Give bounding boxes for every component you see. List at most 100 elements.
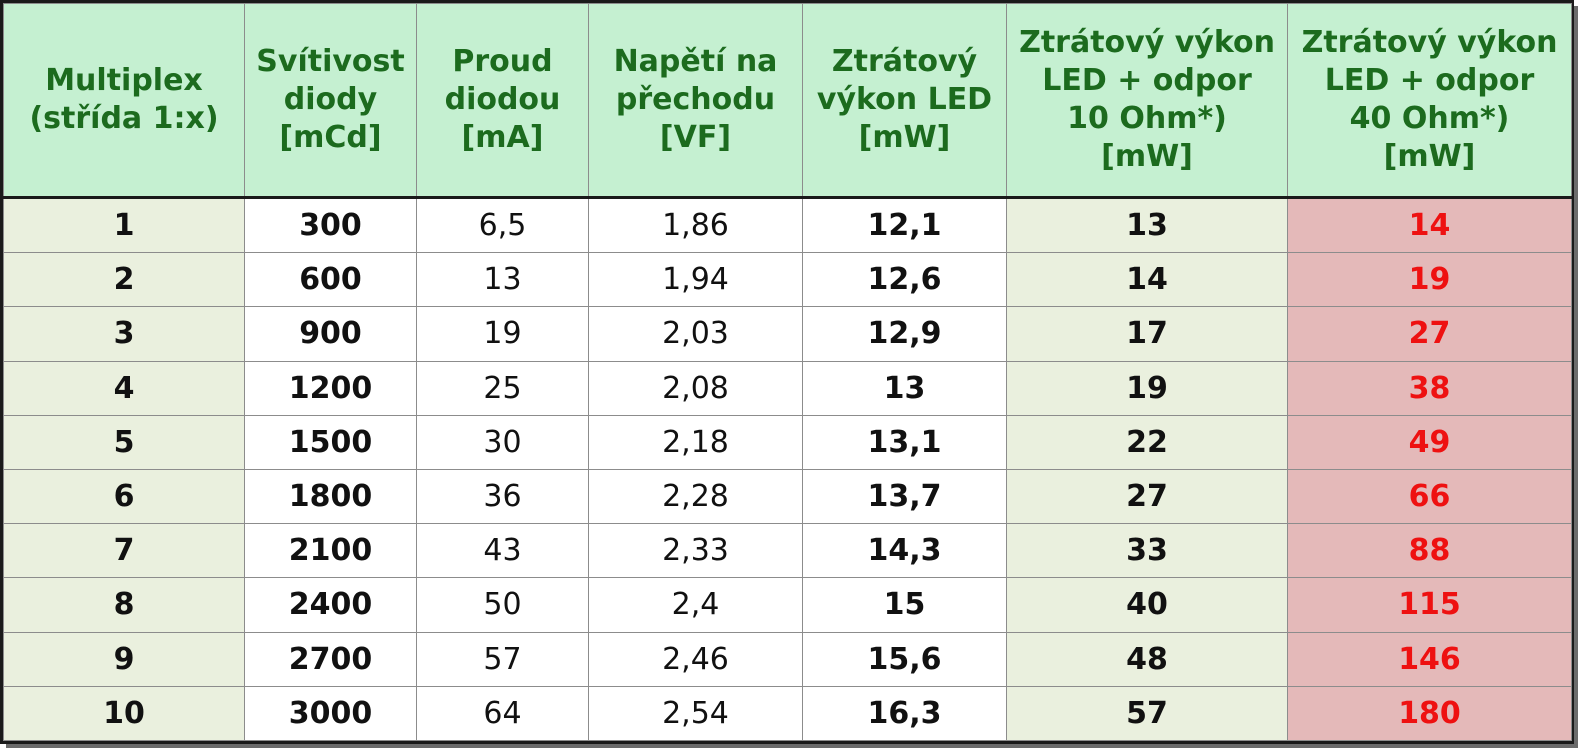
header-row: Multiplex (střída 1:x) Svítivost diody [… — [3, 3, 1572, 199]
table-row: 8 2400 50 2,4 15 40 115 — [3, 577, 1572, 633]
cell-led-power: 16,3 — [802, 685, 1007, 742]
cell-led-power: 14,3 — [802, 523, 1007, 579]
cell-multiplex: 1 — [3, 196, 245, 254]
cell-multiplex: 8 — [3, 577, 245, 633]
cell-led-power: 15,6 — [802, 631, 1007, 687]
cell-luminosity: 2400 — [244, 577, 417, 633]
cell-luminosity: 300 — [244, 196, 417, 254]
header-power-10ohm: Ztrátový výkon LED + odpor 10 Ohm*) [mW] — [1006, 3, 1288, 199]
header-voltage: Napětí na přechodu [VF] — [588, 3, 803, 199]
cell-current: 25 — [416, 360, 589, 416]
header-power-40ohm: Ztrátový výkon LED + odpor 40 Ohm*) [mW] — [1287, 3, 1572, 199]
cell-led-power: 12,1 — [802, 196, 1007, 254]
cell-current: 57 — [416, 631, 589, 687]
header-line: 40 Ohm*) — [1349, 101, 1510, 136]
cell-voltage: 2,54 — [588, 685, 803, 742]
cell-power-40ohm: 27 — [1287, 306, 1572, 362]
header-line: Ztrátový — [831, 44, 978, 79]
header-line: diodou — [444, 82, 561, 117]
cell-led-power: 12,6 — [802, 252, 1007, 308]
header-line: Multiplex — [45, 63, 203, 98]
table-row: 3 900 19 2,03 12,9 17 27 — [3, 306, 1572, 362]
cell-voltage: 2,18 — [588, 414, 803, 470]
table-row: 5 1500 30 2,18 13,1 22 49 — [3, 414, 1572, 470]
table-row: 7 2100 43 2,33 14,3 33 88 — [3, 523, 1572, 579]
table-row: 2 600 13 1,94 12,6 14 19 — [3, 252, 1572, 308]
cell-current: 36 — [416, 468, 589, 525]
cell-power-10ohm: 17 — [1006, 306, 1288, 362]
header-line: [mCd] — [279, 120, 382, 155]
cell-power-10ohm: 40 — [1006, 577, 1288, 633]
led-dissipation-table: Multiplex (střída 1:x) Svítivost diody [… — [3, 3, 1572, 742]
table-body: 1 300 6,5 1,86 12,1 13 14 2 600 13 1,94 12,6 14 19 3 90… — [3, 196, 1572, 742]
cell-power-10ohm: 14 — [1006, 252, 1288, 308]
cell-voltage: 2,46 — [588, 631, 803, 687]
cell-current: 64 — [416, 685, 589, 742]
cell-voltage: 2,33 — [588, 523, 803, 579]
cell-voltage: 1,94 — [588, 252, 803, 308]
cell-power-10ohm: 27 — [1006, 468, 1288, 525]
cell-led-power: 13,7 — [802, 468, 1007, 525]
header-line: [mW] — [858, 120, 951, 155]
header-line: (střída 1:x) — [29, 101, 219, 136]
cell-led-power: 15 — [802, 577, 1007, 633]
table-row: 10 3000 64 2,54 16,3 57 180 — [3, 685, 1572, 742]
cell-luminosity: 2700 — [244, 631, 417, 687]
header-multiplex: Multiplex (střída 1:x) — [3, 3, 245, 199]
cell-power-10ohm: 57 — [1006, 685, 1288, 742]
cell-current: 30 — [416, 414, 589, 470]
header-line: [mA] — [461, 120, 544, 155]
cell-current: 13 — [416, 252, 589, 308]
header-led-power: Ztrátový výkon LED [mW] — [802, 3, 1007, 199]
cell-power-40ohm: 180 — [1287, 685, 1572, 742]
cell-luminosity: 600 — [244, 252, 417, 308]
table-header: Multiplex (střída 1:x) Svítivost diody [… — [3, 3, 1572, 199]
cell-current: 50 — [416, 577, 589, 633]
header-line: výkon LED — [816, 82, 993, 117]
cell-multiplex: 2 — [3, 252, 245, 308]
header-line: přechodu — [615, 82, 776, 117]
table-row: 1 300 6,5 1,86 12,1 13 14 — [3, 196, 1572, 254]
cell-power-40ohm: 88 — [1287, 523, 1572, 579]
header-line: Svítivost — [256, 44, 405, 79]
header-line: Ztrátový výkon — [1301, 25, 1558, 60]
cell-power-10ohm: 33 — [1006, 523, 1288, 579]
cell-power-40ohm: 66 — [1287, 468, 1572, 525]
header-line: 10 Ohm*) — [1067, 101, 1227, 136]
cell-power-40ohm: 49 — [1287, 414, 1572, 470]
cell-voltage: 2,28 — [588, 468, 803, 525]
cell-luminosity: 900 — [244, 306, 417, 362]
cell-voltage: 2,4 — [588, 577, 803, 633]
header-line: [mW] — [1383, 139, 1476, 174]
cell-power-40ohm: 19 — [1287, 252, 1572, 308]
cell-luminosity: 2100 — [244, 523, 417, 579]
cell-luminosity: 1200 — [244, 360, 417, 416]
cell-luminosity: 3000 — [244, 685, 417, 742]
cell-power-10ohm: 48 — [1006, 631, 1288, 687]
header-luminosity: Svítivost diody [mCd] — [244, 3, 417, 199]
cell-current: 43 — [416, 523, 589, 579]
table-row: 4 1200 25 2,08 13 19 38 — [3, 360, 1572, 416]
header-line: LED + odpor — [1042, 63, 1252, 98]
cell-multiplex: 5 — [3, 414, 245, 470]
cell-multiplex: 7 — [3, 523, 245, 579]
cell-luminosity: 1500 — [244, 414, 417, 470]
header-current: Proud diodou [mA] — [416, 3, 589, 199]
cell-power-40ohm: 38 — [1287, 360, 1572, 416]
header-line: diody — [283, 82, 378, 117]
cell-current: 6,5 — [416, 196, 589, 254]
cell-led-power: 13,1 — [802, 414, 1007, 470]
cell-power-10ohm: 13 — [1006, 196, 1288, 254]
header-line: [mW] — [1101, 139, 1193, 174]
cell-multiplex: 4 — [3, 360, 245, 416]
cell-led-power: 13 — [802, 360, 1007, 416]
header-line: [VF] — [659, 120, 732, 155]
cell-led-power: 12,9 — [802, 306, 1007, 362]
cell-voltage: 1,86 — [588, 196, 803, 254]
header-line: Proud — [452, 44, 553, 79]
cell-power-40ohm: 14 — [1287, 196, 1572, 254]
cell-multiplex: 9 — [3, 631, 245, 687]
cell-multiplex: 10 — [3, 685, 245, 742]
cell-power-10ohm: 22 — [1006, 414, 1288, 470]
